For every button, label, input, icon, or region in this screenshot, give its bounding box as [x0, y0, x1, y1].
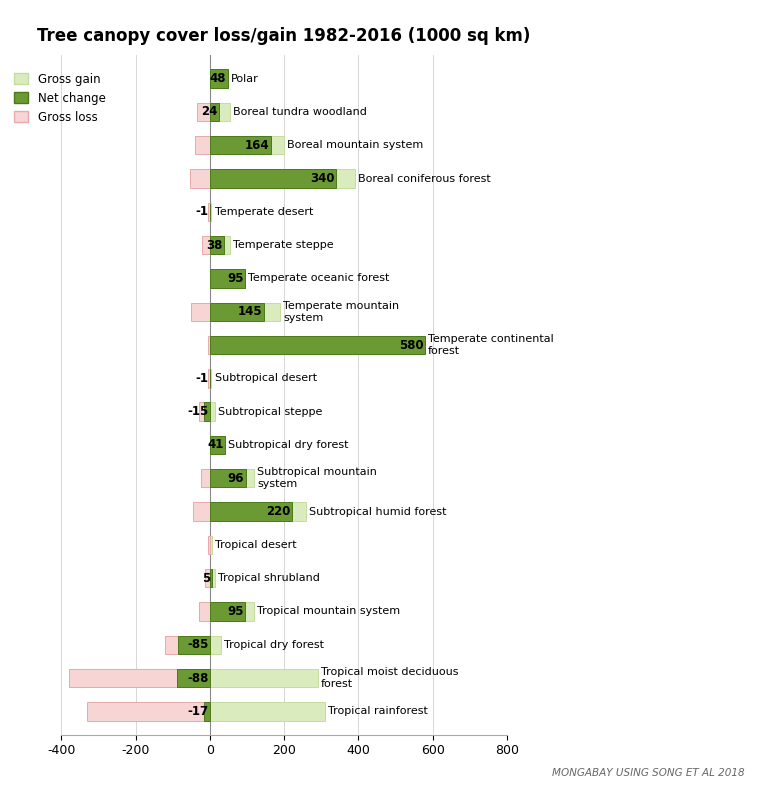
- Text: -15: -15: [187, 405, 209, 418]
- Bar: [208, 203, 210, 221]
- Bar: [208, 536, 210, 554]
- Bar: [191, 303, 210, 321]
- Bar: [199, 402, 210, 421]
- Bar: [204, 702, 210, 720]
- Text: 96: 96: [227, 472, 244, 485]
- Text: Tropical shrubland: Tropical shrubland: [218, 574, 320, 583]
- Bar: [208, 369, 210, 388]
- Bar: [200, 469, 210, 487]
- Text: 145: 145: [237, 305, 262, 318]
- Text: -17: -17: [187, 705, 209, 718]
- Bar: [210, 70, 228, 88]
- Text: Temperate continental
forest: Temperate continental forest: [429, 334, 554, 356]
- Bar: [210, 203, 211, 221]
- Text: Temperate oceanic forest: Temperate oceanic forest: [248, 273, 389, 284]
- Text: Boreal tundra woodland: Boreal tundra woodland: [233, 107, 367, 117]
- Bar: [210, 269, 245, 288]
- Bar: [199, 602, 210, 621]
- Text: -85: -85: [187, 638, 209, 651]
- Text: 164: 164: [245, 139, 270, 152]
- Bar: [210, 669, 318, 687]
- Bar: [210, 236, 230, 254]
- Bar: [195, 136, 210, 154]
- Text: 220: 220: [266, 505, 290, 518]
- Bar: [210, 502, 306, 521]
- Bar: [210, 103, 230, 121]
- Bar: [210, 136, 284, 154]
- Text: 95: 95: [227, 272, 243, 285]
- Bar: [210, 436, 225, 454]
- Bar: [194, 502, 210, 521]
- Text: Subtropical mountain
system: Subtropical mountain system: [257, 468, 377, 489]
- Text: MONGABAY USING SONG ET AL 2018: MONGABAY USING SONG ET AL 2018: [552, 768, 745, 778]
- Bar: [208, 336, 210, 354]
- Text: Tropical rainforest: Tropical rainforest: [328, 706, 428, 717]
- Text: Boreal mountain system: Boreal mountain system: [287, 140, 423, 150]
- Title: Tree canopy cover loss/gain 1982-2016 (1000 sq km): Tree canopy cover loss/gain 1982-2016 (1…: [38, 28, 531, 45]
- Bar: [190, 169, 210, 188]
- Text: 5: 5: [202, 572, 210, 585]
- Text: -1: -1: [196, 372, 209, 385]
- Bar: [210, 269, 245, 288]
- Bar: [210, 136, 271, 154]
- Bar: [210, 303, 280, 321]
- Text: Boreal coniferous forest: Boreal coniferous forest: [358, 174, 491, 183]
- Text: Temperate desert: Temperate desert: [215, 207, 313, 216]
- Text: Temperate mountain
system: Temperate mountain system: [283, 301, 399, 322]
- Bar: [178, 636, 210, 654]
- Bar: [210, 436, 225, 454]
- Bar: [210, 536, 212, 554]
- Bar: [210, 636, 221, 654]
- Text: Polar: Polar: [230, 73, 259, 84]
- Text: Subtropical humid forest: Subtropical humid forest: [310, 506, 447, 517]
- Text: 38: 38: [206, 239, 223, 252]
- Text: 41: 41: [207, 438, 223, 451]
- Text: -88: -88: [187, 672, 209, 685]
- Text: 340: 340: [310, 172, 335, 185]
- Bar: [210, 369, 211, 388]
- Text: -1: -1: [196, 205, 209, 218]
- Bar: [204, 402, 210, 421]
- Bar: [210, 169, 336, 188]
- Bar: [177, 669, 210, 687]
- Bar: [210, 336, 425, 354]
- Bar: [210, 169, 355, 188]
- Bar: [210, 469, 254, 487]
- Text: Subtropical desert: Subtropical desert: [215, 374, 317, 383]
- Legend: Gross gain, Net change, Gross loss: Gross gain, Net change, Gross loss: [9, 68, 111, 128]
- Text: Subtropical steppe: Subtropical steppe: [218, 407, 323, 416]
- Text: 95: 95: [227, 605, 243, 618]
- Bar: [206, 569, 210, 587]
- Bar: [165, 636, 210, 654]
- Bar: [210, 569, 216, 587]
- Bar: [210, 70, 228, 88]
- Bar: [210, 569, 212, 587]
- Bar: [210, 402, 216, 421]
- Bar: [210, 103, 219, 121]
- Bar: [210, 469, 246, 487]
- Bar: [210, 502, 292, 521]
- Bar: [210, 236, 224, 254]
- Bar: [210, 602, 254, 621]
- Text: 580: 580: [399, 339, 424, 352]
- Bar: [203, 236, 210, 254]
- Bar: [210, 303, 263, 321]
- Text: Tropical moist deciduous
forest: Tropical moist deciduous forest: [320, 668, 458, 689]
- Bar: [210, 336, 425, 354]
- Text: Temperate steppe: Temperate steppe: [233, 240, 334, 250]
- Bar: [69, 669, 210, 687]
- Bar: [210, 602, 245, 621]
- Text: 48: 48: [210, 72, 227, 85]
- Text: Tropical desert: Tropical desert: [215, 540, 296, 550]
- Bar: [197, 103, 210, 121]
- Text: Subtropical dry forest: Subtropical dry forest: [228, 440, 349, 450]
- Bar: [210, 702, 325, 720]
- Text: 24: 24: [201, 105, 217, 118]
- Text: Tropical dry forest: Tropical dry forest: [224, 640, 324, 650]
- Bar: [88, 702, 210, 720]
- Text: Tropical mountain system: Tropical mountain system: [257, 607, 401, 616]
